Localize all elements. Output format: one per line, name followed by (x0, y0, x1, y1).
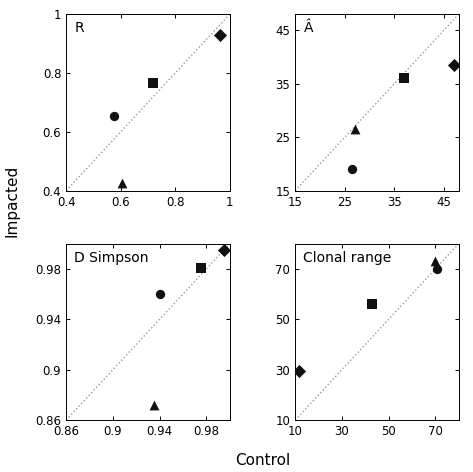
Text: R: R (74, 21, 84, 35)
Text: D Simpson: D Simpson (74, 251, 149, 265)
Point (349, 166, 356, 173)
Text: Clonal range: Clonal range (303, 251, 392, 265)
Point (295, 367, 303, 375)
Point (401, 75, 408, 82)
Point (351, 126, 359, 133)
Point (149, 79, 157, 87)
Point (197, 264, 204, 271)
Point (450, 61, 458, 69)
Point (217, 32, 224, 39)
Text: Control: Control (235, 453, 290, 468)
Point (150, 401, 158, 409)
Point (220, 246, 228, 253)
Text: Â: Â (303, 21, 313, 35)
Text: Impacted: Impacted (4, 164, 19, 237)
Point (433, 265, 440, 273)
Point (432, 257, 439, 265)
Point (110, 112, 118, 119)
Point (368, 300, 376, 308)
Point (118, 179, 126, 187)
Point (156, 290, 164, 298)
